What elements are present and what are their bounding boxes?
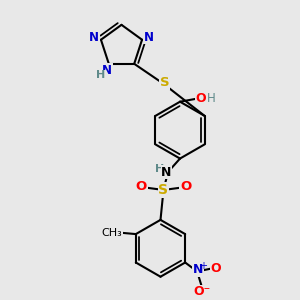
- Text: O: O: [136, 180, 147, 193]
- Text: H: H: [155, 164, 164, 174]
- Text: H: H: [206, 92, 215, 105]
- Text: O: O: [196, 92, 206, 105]
- Text: H: H: [96, 70, 105, 80]
- Text: N: N: [193, 263, 203, 277]
- Text: N: N: [144, 31, 154, 44]
- Text: O: O: [211, 262, 221, 275]
- Text: S: S: [160, 76, 169, 89]
- Text: CH₃: CH₃: [101, 228, 122, 238]
- Text: N: N: [89, 31, 99, 44]
- Text: O: O: [180, 180, 191, 193]
- Text: N: N: [102, 64, 112, 77]
- Text: O⁻: O⁻: [193, 285, 210, 298]
- Text: N: N: [161, 166, 172, 178]
- Text: S: S: [158, 183, 169, 197]
- Text: +: +: [199, 261, 207, 271]
